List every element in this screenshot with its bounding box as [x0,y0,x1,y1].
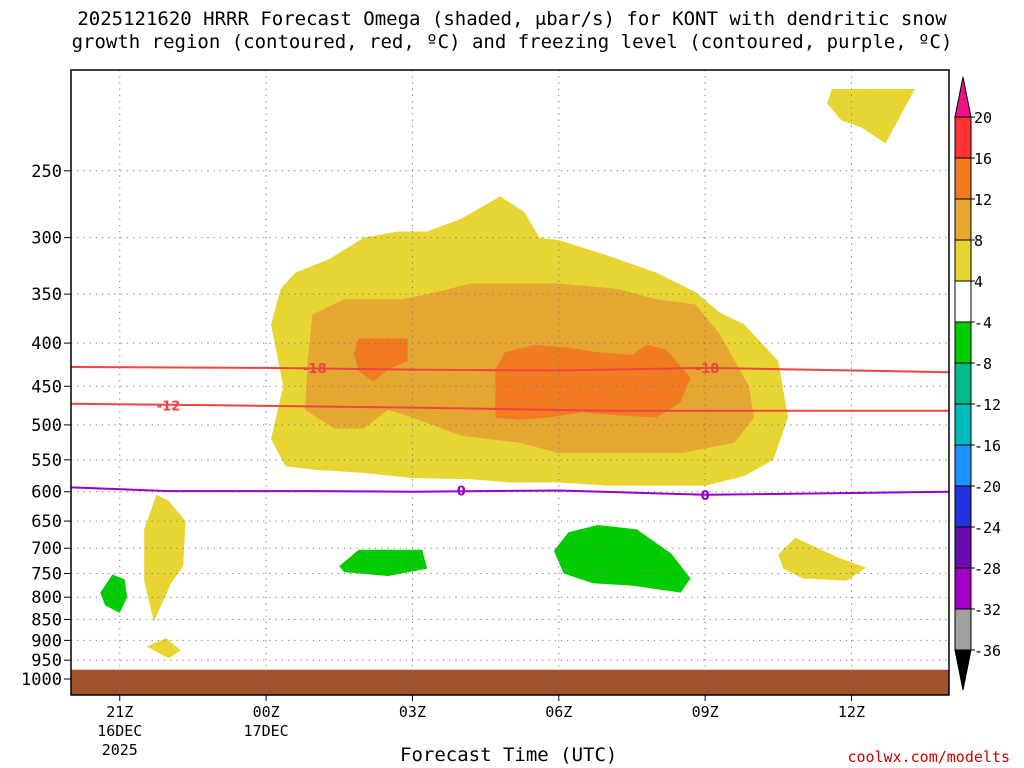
omega-region--8to-4-9 [553,525,691,593]
colorbar-swatch-3 [954,239,972,282]
colorbar-label-9: -20 [974,478,1001,496]
colorbar-swatch-5 [954,321,972,364]
colorbar-label-12: -32 [974,601,1001,619]
colorbar-swatch-4 [954,280,972,323]
colorbar-swatch-10 [954,526,972,569]
chart-title-line2: growth region (contoured, red, ºC) and f… [71,31,953,53]
y-tick-label-750: 750 [31,565,62,585]
y-tick-label-300: 300 [31,229,62,249]
y-tick-label-950: 950 [31,651,62,671]
y-tick-label-250: 250 [31,162,62,182]
ground-surface [71,669,949,695]
omega-region-4-8-4 [827,89,915,144]
y-tick-label-900: 900 [31,631,62,651]
colorbar-swatch-2 [954,198,972,241]
y-tick-label-700: 700 [31,539,62,559]
colorbar-label-5: -4 [974,314,992,332]
colorbar-swatch-9 [954,485,972,528]
x-tick-label-09Z: 09Z [692,703,719,721]
plot-frame [70,69,950,696]
contour-label-dgz-minus-12-0: -12 [157,399,181,414]
colorbar-label-3: 8 [974,232,983,250]
colorbar-label-2: 12 [974,191,992,209]
omega-region-4-8-7 [778,537,867,581]
y-tick-label-400: 400 [31,334,62,354]
omega-region--8to-4-10 [100,574,128,613]
colorbar-swatch-0 [954,116,972,159]
omega-region-12-16-2 [353,338,408,382]
x-tick-date-00Z: 17DEC [244,722,289,740]
colorbar-swatch-11 [954,567,972,610]
y-tick-label-550: 550 [31,451,62,471]
x-tick-label-03Z: 03Z [399,703,426,721]
contour-dgz-minus-12 [71,402,949,412]
y-tick-label-500: 500 [31,416,62,436]
colorbar-swatch-12 [954,608,972,651]
colorbar-swatch-8 [954,444,972,487]
contour-label-freezing-level-0-0: 0 [457,485,466,500]
chart-title-line1: 2025121620 HRRR Forecast Omega (shaded, … [77,8,947,30]
colorbar-swatch-7 [954,403,972,446]
y-tick-label-850: 850 [31,610,62,630]
omega-region-12-16-3 [495,344,691,420]
colorbar-label-11: -28 [974,560,1001,578]
x-tick-label-12Z: 12Z [838,703,865,721]
colorbar-swatch-6 [954,362,972,405]
y-tick-label-650: 650 [31,512,62,532]
y-tick-label-600: 600 [31,483,62,503]
colorbar-label-7: -12 [974,396,1001,414]
y-axis: 2503003504004505005506006507007508008509… [21,162,71,690]
colorbar-top-arrow [954,76,972,118]
contours: -18 -18 -12 0 0 [71,362,949,504]
colorbar-label-0: 20 [974,109,992,127]
x-tick-label-21Z: 21Z [106,703,133,721]
contour-label-dgz-minus-18-0: -18 [303,362,327,377]
contour-label-dgz-minus-18-1: -18 [696,362,720,377]
x-axis-title: Forecast Time (UTC) [400,744,618,766]
contour-label-freezing-level-0-1: 0 [701,489,710,504]
omega-region-4-8-5 [144,494,186,622]
colorbar-label-10: -24 [974,519,1001,537]
plot-border [70,69,950,696]
site-credit: coolwx.com/modelts [847,748,1010,766]
contour-freezing-level-0 [71,486,949,496]
grid [71,70,949,695]
colorbar-label-4: 4 [974,273,983,291]
y-tick-label-350: 350 [31,285,62,305]
y-tick-label-450: 450 [31,377,62,397]
x-tick-year-21Z: 2025 [102,741,138,759]
y-tick-label-800: 800 [31,588,62,608]
x-tick-label-00Z: 00Z [253,703,280,721]
omega-region-4-8-6 [146,638,181,659]
colorbar-label-8: -16 [974,437,1001,455]
contour-dgz-minus-18 [71,366,949,374]
x-tick-label-06Z: 06Z [545,703,572,721]
omega-shading [71,89,949,695]
colorbar-swatch-1 [954,157,972,200]
colorbar-label-6: -8 [974,355,992,373]
colorbar-bottom-arrow [954,649,972,691]
omega-region--8to-4-8 [339,549,428,576]
omega-colorbar: 20 16 12 8 4 -4 -8 -12 -16 -20 -24 -28 -32 -36 [954,76,1001,691]
colorbar-label-1: 16 [974,150,992,168]
y-tick-label-1000: 1000 [21,670,62,690]
x-tick-date-21Z: 16DEC [97,722,142,740]
colorbar-label-13: -36 [974,642,1001,660]
